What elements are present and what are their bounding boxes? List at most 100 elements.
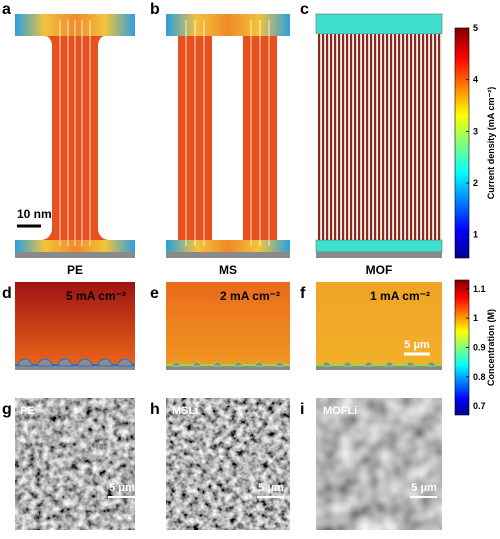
panel-label: PE bbox=[67, 263, 83, 277]
scale-label: 5 μm bbox=[258, 482, 284, 494]
panel-f: f 1 mA cm⁻² 5 μm bbox=[300, 282, 442, 370]
channel-wall bbox=[358, 34, 361, 240]
electrode bbox=[15, 252, 135, 258]
channel-wall bbox=[354, 34, 357, 240]
bump bbox=[233, 361, 243, 367]
panel-letter: h bbox=[150, 401, 160, 418]
tick-label: 1 bbox=[473, 313, 478, 323]
channel-wall bbox=[430, 34, 433, 240]
scale-label: 5 μm bbox=[404, 339, 430, 351]
bump bbox=[171, 361, 181, 367]
panel-letter: i bbox=[300, 401, 304, 418]
panel-g: g PE 5 μm bbox=[2, 398, 135, 530]
tick-label: 0.8 bbox=[473, 372, 486, 382]
streamlines bbox=[185, 20, 270, 246]
panel-letter: a bbox=[2, 1, 11, 18]
electrode bbox=[15, 366, 135, 370]
sem-label: MOFLi bbox=[323, 405, 357, 417]
tick-label: 5 bbox=[473, 23, 478, 33]
tick-label: 1 bbox=[473, 230, 478, 240]
bump bbox=[254, 361, 264, 367]
bump bbox=[342, 361, 353, 367]
electrode bbox=[316, 252, 442, 258]
channel-wall bbox=[422, 34, 425, 240]
tick-label: 3 bbox=[473, 126, 478, 136]
channel-wall bbox=[338, 34, 341, 240]
bump bbox=[117, 358, 133, 367]
panel-i: i MOFLi 5 μm bbox=[300, 398, 442, 530]
tick-label: 0.9 bbox=[473, 343, 486, 353]
channel-wall bbox=[362, 34, 365, 240]
channel-wall bbox=[366, 34, 369, 240]
bump bbox=[363, 361, 374, 367]
electrode-bumps bbox=[15, 358, 442, 370]
field bbox=[166, 282, 290, 370]
sei-layer bbox=[15, 364, 135, 366]
sem-label: MSLi bbox=[172, 405, 198, 417]
plate bbox=[166, 240, 290, 252]
panel-letter: c bbox=[300, 1, 309, 18]
scale-label: 5 μm bbox=[109, 482, 135, 494]
colorbars: 1 2 3 4 5 Current density (mA cm⁻²) 0.7 0.8 0.9 1… bbox=[454, 23, 496, 416]
electrode bbox=[166, 366, 290, 370]
channel-wall bbox=[330, 34, 333, 240]
bump bbox=[405, 361, 416, 367]
current-label: 5 mA cm⁻² bbox=[66, 289, 126, 303]
channel-wall bbox=[350, 34, 353, 240]
sem-image bbox=[15, 398, 135, 530]
channel-wall bbox=[390, 34, 393, 240]
channel-wall bbox=[342, 34, 345, 240]
channel-wall bbox=[374, 34, 377, 240]
channel-wall bbox=[378, 34, 381, 240]
sei-layer bbox=[166, 364, 290, 366]
plate bbox=[166, 14, 290, 36]
panel-label: MOF bbox=[366, 263, 393, 277]
sem-label: PE bbox=[20, 405, 35, 417]
channel-wall bbox=[414, 34, 417, 240]
channel-wall bbox=[434, 34, 437, 240]
current-label: 2 mA cm⁻² bbox=[220, 289, 280, 303]
current-label: 1 mA cm⁻² bbox=[370, 289, 430, 303]
panel-label: MS bbox=[219, 263, 237, 277]
channel-wall bbox=[398, 34, 401, 240]
channel-wall bbox=[382, 34, 385, 240]
bump bbox=[77, 358, 93, 367]
channel-wall bbox=[438, 34, 441, 240]
channel-wall bbox=[322, 34, 325, 240]
tick-label: 4 bbox=[473, 75, 478, 85]
bump bbox=[97, 358, 113, 367]
colorbar-label: Concentration (M) bbox=[486, 309, 496, 386]
bump bbox=[213, 361, 223, 367]
channel-wall bbox=[426, 34, 429, 240]
panel-b: b MS bbox=[150, 1, 290, 277]
tick-label: 0.7 bbox=[473, 401, 486, 411]
electrode bbox=[316, 366, 442, 370]
tick-label: 2 bbox=[473, 178, 478, 188]
sem-image bbox=[316, 398, 442, 530]
panel-letter: f bbox=[300, 285, 306, 302]
channel-wall bbox=[326, 34, 329, 240]
bump bbox=[275, 361, 285, 367]
colorbar-label: Current density (mA cm⁻²) bbox=[486, 87, 496, 199]
bump bbox=[57, 358, 73, 367]
panel-letter: e bbox=[150, 285, 159, 302]
bump bbox=[321, 361, 332, 367]
channel-wall bbox=[394, 34, 397, 240]
channel-wall bbox=[386, 34, 389, 240]
plate bbox=[315, 239, 443, 253]
bump bbox=[192, 361, 202, 367]
channel-wall bbox=[402, 34, 405, 240]
panel-a: 10 nm a PE bbox=[2, 1, 135, 277]
bump bbox=[37, 358, 53, 367]
panel-h: h MSLi 5 μm bbox=[150, 398, 290, 530]
channel-wall bbox=[346, 34, 349, 240]
sei-layer bbox=[316, 364, 442, 366]
bump bbox=[17, 358, 33, 367]
channel-wall bbox=[410, 34, 413, 240]
panel-letter: d bbox=[2, 285, 12, 302]
channel-wall bbox=[418, 34, 421, 240]
channel-wall bbox=[318, 34, 321, 240]
panel-c: c MOF bbox=[300, 1, 443, 277]
scale-label: 10 nm bbox=[17, 207, 52, 221]
